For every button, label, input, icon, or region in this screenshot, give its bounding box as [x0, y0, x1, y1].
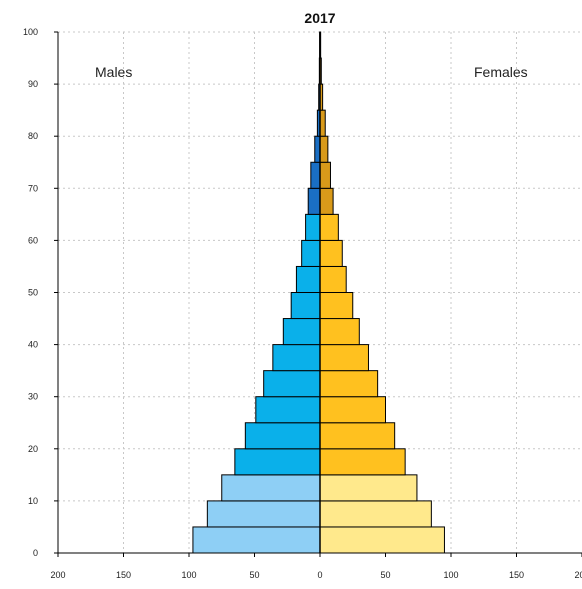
- female-bar: [319, 500, 432, 528]
- x-tick-label: 100: [443, 570, 458, 580]
- x-tick-label: 50: [249, 570, 259, 580]
- male-bar: [206, 500, 321, 528]
- x-tick-label: 0: [317, 570, 322, 580]
- y-tick-label: 80: [28, 131, 38, 141]
- y-tick-label: 30: [28, 392, 38, 402]
- bars: [192, 31, 445, 554]
- x-tick-label: 50: [380, 570, 390, 580]
- male-bar: [282, 318, 321, 346]
- x-tick-label: 150: [509, 570, 524, 580]
- female-bar: [319, 318, 360, 346]
- x-tick-label: 200: [574, 570, 582, 580]
- y-tick-label: 90: [28, 79, 38, 89]
- female-bar: [319, 344, 369, 372]
- y-tick-label: 0: [33, 548, 38, 558]
- y-tick-label: 50: [28, 288, 38, 298]
- x-tick-label: 100: [181, 570, 196, 580]
- y-tick-label: 20: [28, 444, 38, 454]
- males-label: Males: [95, 64, 132, 80]
- male-bar: [295, 265, 321, 294]
- x-tick-label: 150: [116, 570, 131, 580]
- male-bar: [310, 161, 321, 189]
- female-bar: [319, 370, 379, 398]
- axes: 0 10 20 30 40 50 60 70 80 90 100 200 150 100 50 0 50 100 1…: [23, 27, 582, 580]
- male-bar: [301, 239, 321, 267]
- female-bar: [319, 292, 354, 320]
- female-bar: [319, 396, 386, 424]
- female-bar: [319, 213, 339, 241]
- female-bar: [319, 239, 343, 267]
- x-tick-label: 200: [50, 570, 65, 580]
- female-bar: [319, 187, 334, 215]
- y-tick-label: 100: [23, 27, 38, 37]
- male-bar: [234, 448, 321, 476]
- male-bar: [314, 135, 321, 163]
- females-label: Females: [474, 64, 528, 80]
- male-bar: [272, 344, 321, 372]
- female-bar: [319, 448, 406, 476]
- female-bar: [319, 265, 347, 294]
- chart-title: 2017: [304, 10, 335, 26]
- y-tick-label: 60: [28, 235, 38, 245]
- y-tick-label: 10: [28, 496, 38, 506]
- female-bar: [319, 526, 445, 554]
- y-tick-label: 40: [28, 340, 38, 350]
- female-bar: [319, 109, 326, 137]
- male-bar: [255, 396, 321, 424]
- male-bar: [305, 213, 321, 241]
- male-bar: [263, 370, 321, 398]
- y-tick-label: 70: [28, 183, 38, 193]
- female-bar: [319, 161, 331, 189]
- male-bar: [244, 422, 321, 450]
- male-bar: [307, 187, 321, 215]
- female-bar: [319, 135, 329, 163]
- male-bar: [221, 474, 321, 502]
- female-bar: [319, 474, 418, 502]
- male-bar: [192, 526, 321, 554]
- female-bar: [319, 422, 396, 450]
- male-bar: [290, 292, 321, 320]
